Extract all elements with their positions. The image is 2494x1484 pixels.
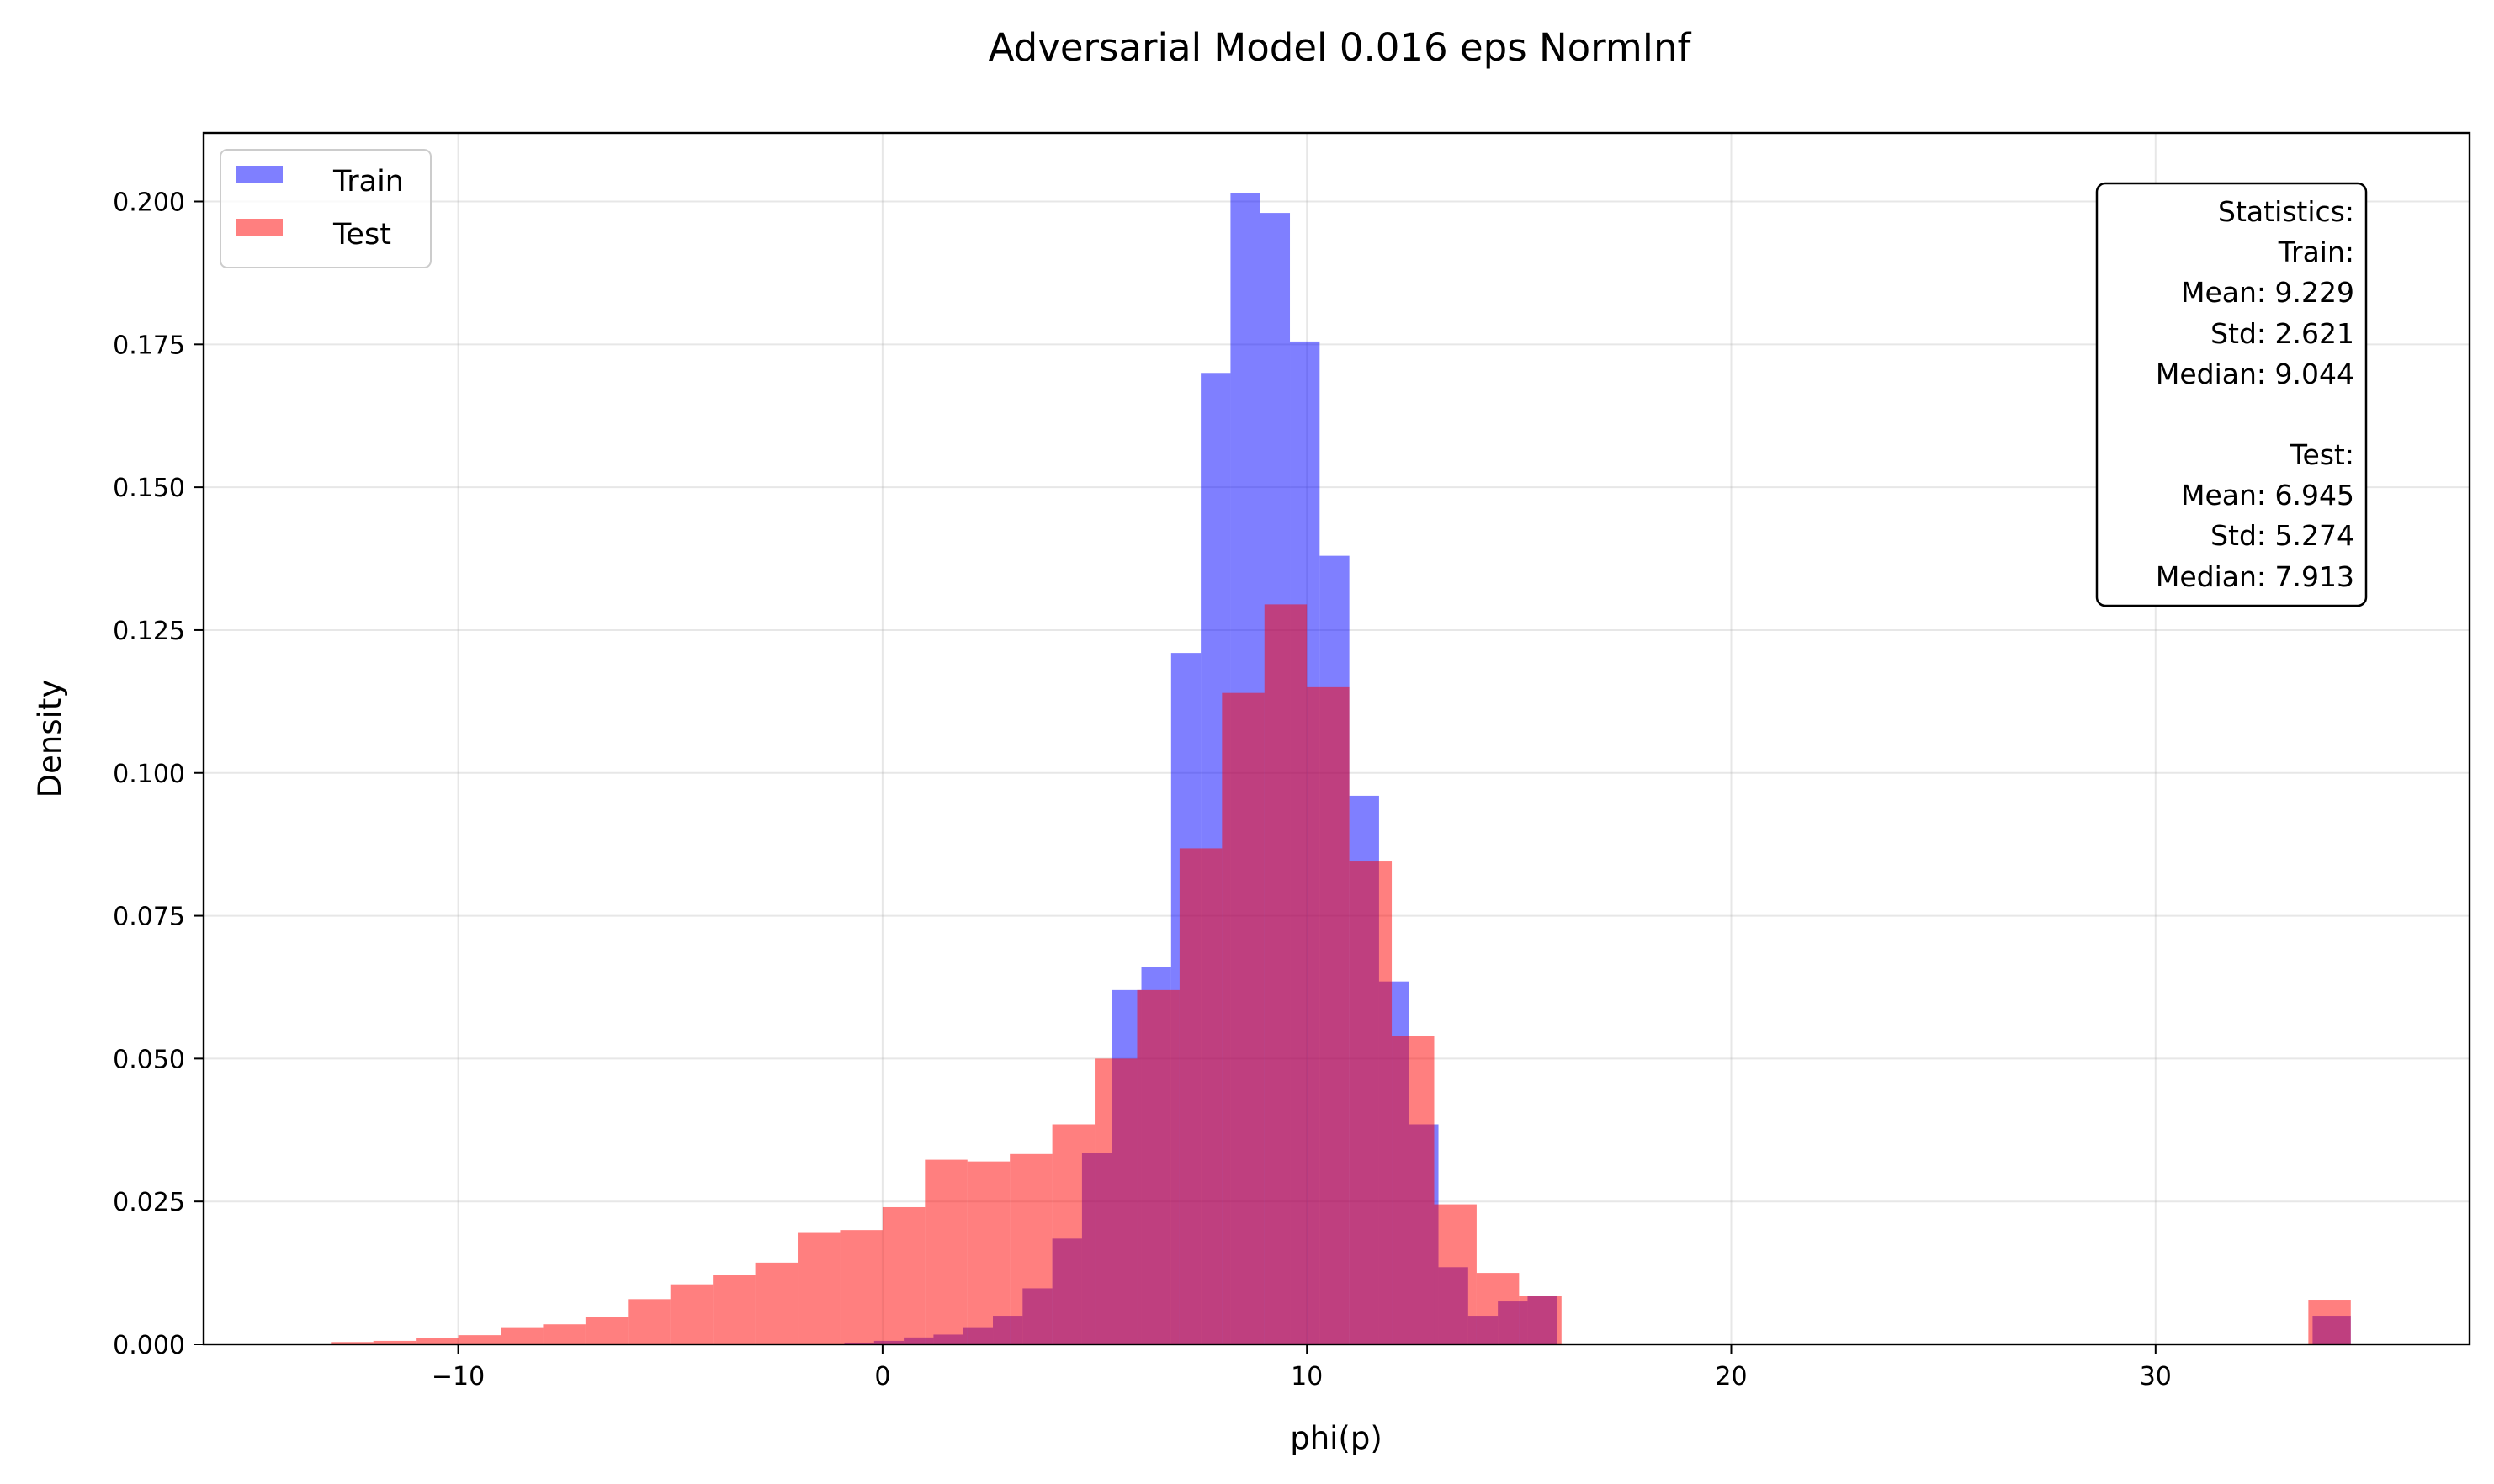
stats-line: Median: 7.913	[2156, 560, 2354, 593]
stats-line: Median: 9.044	[2156, 358, 2354, 390]
histogram-bar-test	[1392, 1036, 1435, 1344]
histogram-bar-test	[585, 1317, 629, 1344]
chart-title: Adversarial Model 0.016 eps NormInf	[989, 25, 1692, 70]
axis-ticks: −10 0 10 20 30 0.000 0.025 0.050 0.075 0.100 0.125…	[113, 188, 2172, 1391]
stats-line: Test:	[2290, 438, 2354, 471]
histogram-bar-test	[1010, 1153, 1053, 1344]
stats-line: Statistics:	[2218, 195, 2354, 228]
y-tick-label: 0.125	[113, 617, 185, 646]
histogram-bar-test	[967, 1161, 1011, 1344]
histogram-bar-test	[755, 1262, 799, 1344]
y-axis-label: Density	[32, 680, 68, 798]
y-tick-label: 0.000	[113, 1331, 185, 1360]
legend: Train Test	[220, 149, 432, 268]
x-tick-label: 10	[1291, 1362, 1323, 1391]
histogram-bar-test	[1222, 692, 1265, 1344]
y-tick-label: 0.200	[113, 188, 185, 218]
histogram-bar-test	[925, 1159, 968, 1344]
legend-swatch-train	[236, 166, 283, 183]
histogram-bar-test	[670, 1284, 714, 1344]
histogram-bar-test	[840, 1230, 883, 1344]
histogram-bar-test	[1476, 1273, 1520, 1344]
histogram-bar-test	[1264, 604, 1308, 1344]
y-tick-label: 0.100	[113, 760, 185, 789]
histogram-bar-test	[1052, 1124, 1096, 1344]
y-tick-label: 0.050	[113, 1045, 185, 1074]
legend-label-train: Train	[332, 165, 404, 199]
stats-line: Std: 5.274	[2210, 519, 2354, 552]
histogram-bar-test	[373, 1340, 417, 1344]
histogram-bar-test	[1349, 861, 1393, 1344]
histogram-bar-test	[1519, 1296, 1562, 1344]
histogram-bar-test	[1095, 1058, 1138, 1344]
histogram-bar-test	[882, 1206, 926, 1344]
plot-frame	[202, 131, 2471, 1346]
statistics-box-frame	[2095, 182, 2368, 607]
histogram-bars	[331, 193, 2351, 1345]
x-tick-label: 20	[1715, 1362, 1747, 1391]
histogram-bar-test	[2308, 1300, 2351, 1344]
histogram-bar-test	[1137, 989, 1180, 1344]
legend-swatch-test	[236, 219, 283, 236]
histogram-bar-test	[798, 1232, 841, 1344]
legend-label-test: Test	[332, 218, 391, 252]
histogram-bar-test	[1434, 1204, 1477, 1344]
stats-line: Train:	[2278, 236, 2354, 268]
histogram-bar-test	[331, 1342, 374, 1344]
histogram-bar-test	[1179, 848, 1223, 1344]
x-tick-label: 0	[874, 1362, 890, 1391]
histogram-bar-test	[458, 1335, 501, 1344]
series-test	[331, 604, 2351, 1344]
y-tick-label: 0.175	[113, 331, 185, 360]
y-tick-label: 0.025	[113, 1188, 185, 1217]
y-tick-label: 0.150	[113, 474, 185, 503]
x-tick-label: −10	[432, 1362, 485, 1391]
y-tick-label: 0.075	[113, 903, 185, 932]
histogram-bar-test	[543, 1324, 586, 1344]
x-axis-label: phi(p)	[1290, 1420, 1382, 1456]
stats-line: Mean: 9.229	[2181, 276, 2354, 309]
statistics-box: Statistics: Train: Mean: 9.229 Std: 2.62…	[2095, 182, 2368, 607]
histogram-bar-test	[628, 1299, 671, 1344]
histogram-bar-test	[416, 1338, 459, 1344]
histogram-bar-test	[713, 1275, 756, 1344]
histogram-bar-test	[1307, 686, 1350, 1344]
histogram-bar-test	[501, 1327, 544, 1344]
stats-line: Mean: 6.945	[2181, 479, 2354, 511]
x-tick-label: 30	[2140, 1362, 2172, 1391]
stats-line: Std: 2.621	[2210, 317, 2354, 350]
